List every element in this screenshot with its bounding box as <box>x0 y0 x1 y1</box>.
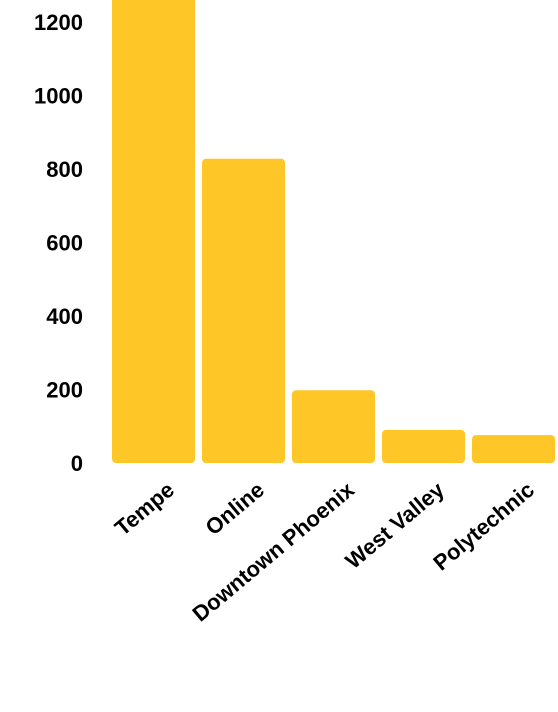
bar-polytechnic <box>472 435 555 463</box>
y-tick-label: 200 <box>46 378 83 403</box>
y-tick-label: 1200 <box>34 10 83 35</box>
y-tick-label: 0 <box>71 451 83 476</box>
x-category-label: Downtown Phoenix <box>188 476 360 626</box>
x-category-label: Tempe <box>110 477 179 541</box>
y-tick-label: 600 <box>46 231 83 256</box>
bar-tempe <box>112 0 195 463</box>
bars <box>112 0 555 463</box>
bar-downtown-phoenix <box>292 390 375 463</box>
y-tick-label: 400 <box>46 304 83 329</box>
bar-west-valley <box>382 429 465 463</box>
y-axis-ticks: 0 200 400 600 800 1000 1200 <box>34 10 83 476</box>
y-tick-label: 1000 <box>34 84 83 109</box>
x-category-label: Online <box>200 477 269 540</box>
bar-online <box>202 158 285 463</box>
y-tick-label: 800 <box>46 157 83 182</box>
